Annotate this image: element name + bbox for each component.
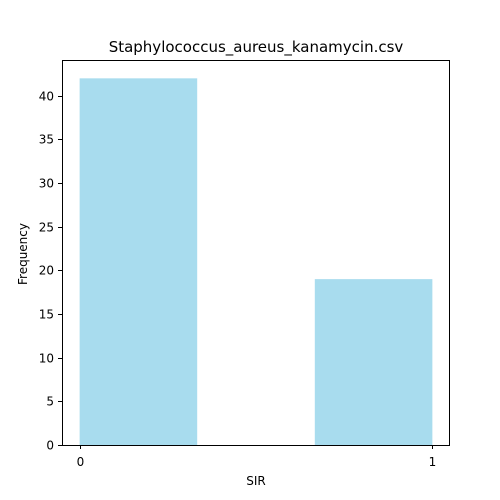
y-tick-label: 10 (39, 352, 54, 366)
x-axis-label: SIR (246, 474, 266, 488)
y-tick-label: 35 (39, 133, 54, 147)
chart-title: Staphylococcus_aureus_kanamycin.csv (109, 38, 404, 57)
y-tick-label: 20 (39, 264, 54, 278)
y-tick-label: 0 (46, 439, 54, 453)
plot-frame (62, 60, 450, 446)
y-tick-label: 30 (39, 177, 54, 191)
histogram-bar-2 (314, 279, 433, 445)
y-axis-label: Frequency (16, 223, 30, 285)
x-tick-label: 0 (77, 455, 85, 469)
y-tick-label: 25 (39, 221, 54, 235)
y-axis-ticks: 0 5 10 15 20 25 30 35 40 (39, 90, 62, 453)
histogram-bar-0 (79, 78, 198, 445)
bars-group (79, 78, 433, 445)
y-tick-label: 40 (39, 90, 54, 104)
y-tick-label: 15 (39, 308, 54, 322)
y-tick-label: 5 (46, 395, 54, 409)
x-tick-label: 1 (429, 455, 437, 469)
